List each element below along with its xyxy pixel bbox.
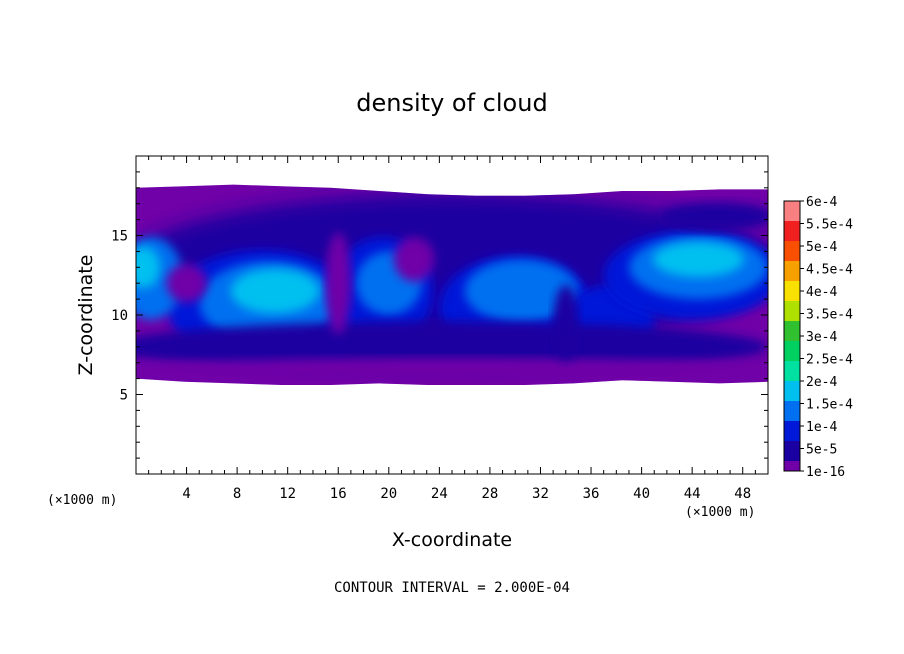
colorbar-swatch	[784, 201, 800, 221]
y-axis-unit: (×1000 m)	[47, 493, 117, 508]
colorbar-swatch	[784, 441, 800, 461]
y-tick-label: 5	[120, 388, 128, 404]
x-tick-label: 4	[182, 486, 190, 502]
colorbar-label: 3e-4	[806, 330, 837, 345]
colorbar-label: 5.5e-4	[806, 218, 853, 233]
colorbar-swatch	[784, 401, 800, 421]
x-tick-label: 8	[233, 486, 241, 502]
x-tick-label: 20	[380, 486, 397, 502]
x-tick-label: 40	[633, 486, 650, 502]
colorbar-swatch	[784, 281, 800, 301]
x-tick-label: 28	[481, 486, 498, 502]
density-region	[553, 284, 579, 362]
y-axis-ticks: 5 10 15	[111, 171, 768, 459]
colorbar-swatch	[784, 241, 800, 261]
colorbar-label: 5e-5	[806, 443, 837, 458]
x-axis-label: X-coordinate	[392, 529, 512, 551]
density-region	[464, 259, 579, 323]
colorbar-swatch	[784, 381, 800, 401]
colorbar-swatch	[784, 361, 800, 381]
x-tick-label: 24	[431, 486, 448, 502]
density-region	[653, 241, 744, 277]
colorbar-swatch	[784, 341, 800, 361]
colorbar-swatch	[784, 321, 800, 341]
chart-title: density of cloud	[356, 89, 547, 117]
colorbar-swatch	[784, 221, 800, 241]
colorbar-label: 6e-4	[806, 195, 837, 210]
colorbar-label: 1e-4	[806, 420, 837, 435]
x-tick-label: 48	[734, 486, 751, 502]
x-axis-unit: (×1000 m)	[685, 505, 755, 520]
colorbar: 1e-16 5e-5 1e-4 1.5e-4 2e-4 2.5e-4 3e-4 3.5e-4 4…	[783, 195, 853, 480]
x-tick-label: 36	[583, 486, 600, 502]
y-tick-label: 15	[111, 229, 128, 245]
colorbar-label: 2e-4	[806, 375, 837, 390]
x-axis-ticks: 4 8 12 16 20 24 28 32 36 40 44 48	[148, 156, 756, 502]
contour-interval-note: CONTOUR INTERVAL = 2.000E-04	[334, 580, 570, 596]
colorbar-swatch	[784, 301, 800, 321]
density-regions	[136, 194, 768, 381]
colorbar-label: 1.5e-4	[806, 398, 853, 413]
colorbar-label: 2.5e-4	[806, 353, 853, 368]
colorbar-swatch	[784, 461, 800, 471]
density-region	[325, 232, 351, 335]
colorbar-swatch	[784, 261, 800, 281]
x-tick-label: 12	[279, 486, 296, 502]
heatmap-field	[136, 184, 768, 385]
x-tick-label: 44	[684, 486, 701, 502]
density-region	[660, 202, 768, 231]
colorbar-label: 4.5e-4	[806, 263, 853, 278]
colorbar-label: 1e-16	[806, 465, 845, 480]
density-region	[136, 358, 768, 381]
density-region	[166, 264, 207, 303]
colorbar-label: 4e-4	[806, 285, 837, 300]
colorbar-swatch	[784, 421, 800, 441]
colorbar-label: 3.5e-4	[806, 308, 853, 323]
density-region	[393, 237, 435, 282]
y-axis-label: Z-coordinate	[75, 255, 97, 376]
x-tick-label: 16	[330, 486, 347, 502]
colorbar-label: 5e-4	[806, 240, 837, 255]
x-tick-label: 32	[532, 486, 549, 502]
density-region	[136, 246, 161, 288]
y-tick-label: 10	[111, 308, 128, 324]
density-region	[230, 268, 320, 314]
